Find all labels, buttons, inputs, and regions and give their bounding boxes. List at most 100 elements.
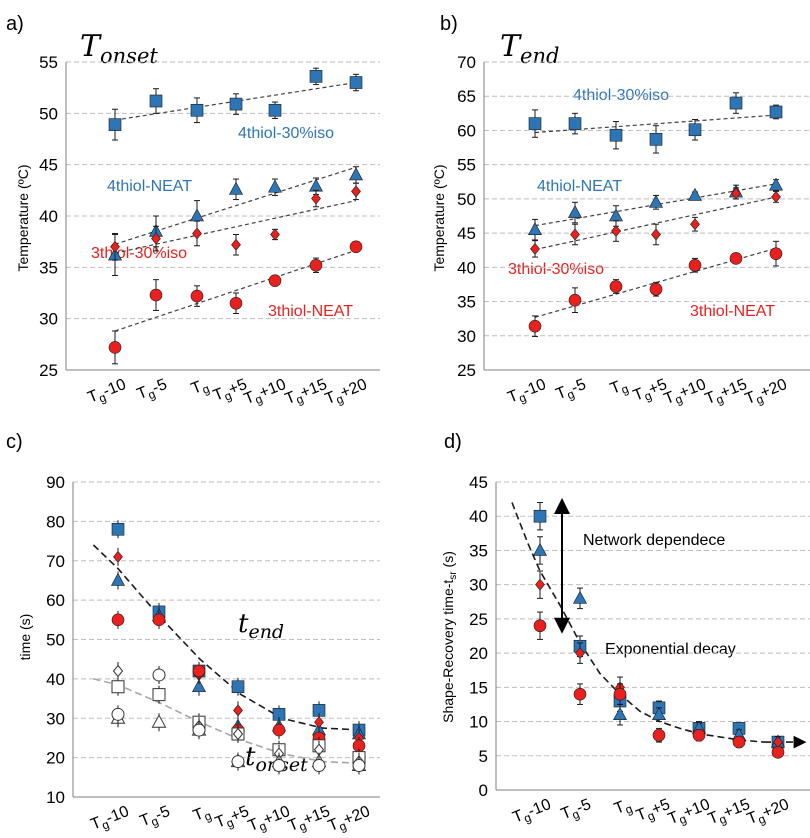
data-point-diamond <box>113 550 123 563</box>
data-point-triangle <box>348 167 364 181</box>
data-point-open-circle <box>192 723 206 737</box>
data-point-circle <box>533 619 547 633</box>
panel-d-annotation-decay: Exponential decay <box>605 641 736 658</box>
data-point-diamond <box>570 228 580 241</box>
y-tick-label: 60 <box>46 591 65 610</box>
x-tick-label: Tg+20 <box>745 796 793 831</box>
data-point-diamond <box>651 228 661 241</box>
data-point-circle <box>229 296 243 310</box>
panel-label-c: c) <box>6 431 23 453</box>
data-point-open-diamond <box>232 727 244 741</box>
data-point-open-circle <box>312 759 326 772</box>
data-point-diamond <box>231 238 241 251</box>
x-tick-label-sub: g <box>717 812 728 827</box>
data-point-open-square <box>152 688 166 702</box>
y-tick-label: 55 <box>457 156 476 175</box>
data-point-circle <box>149 288 163 302</box>
data-point-circle <box>111 613 125 627</box>
data-point-open-circle <box>352 759 366 772</box>
data-point-triangle <box>532 542 548 556</box>
y-tick-label: 60 <box>457 121 476 140</box>
data-point-square <box>229 97 243 111</box>
data-point-circle <box>771 746 785 759</box>
y-tick-label: 90 <box>46 473 65 492</box>
x-tick-label: Tg-10 <box>505 376 549 409</box>
data-point-square <box>609 128 623 142</box>
x-tick-label-sub: g <box>334 392 345 407</box>
data-point-square <box>568 117 582 130</box>
x-tick-label-sub: g <box>222 388 233 403</box>
x-tick-label-sub: g <box>149 814 160 829</box>
x-tick-label-offset: +5 <box>649 796 672 819</box>
x-tick-label-sub: g <box>294 392 305 407</box>
panel-c-annotation-onset-main: t <box>245 742 256 772</box>
y-tick-label: 65 <box>457 87 476 106</box>
x-tick-label: Tg-10 <box>85 376 129 409</box>
data-point-square <box>769 105 783 119</box>
y-tick-label: 10 <box>469 713 488 732</box>
data-point-diamond <box>314 716 324 729</box>
y-tick-label: 5 <box>479 747 488 766</box>
data-point-open-circle <box>152 668 166 682</box>
panel-b-ylabel: Temperature (ºC) <box>431 164 447 271</box>
x-tick-label-sub: g <box>677 812 688 827</box>
data-point-circle <box>152 613 166 627</box>
y-tick-label: 15 <box>469 678 488 697</box>
data-point-circle <box>692 728 706 742</box>
data-point-circle <box>769 247 783 260</box>
data-point-diamond <box>311 192 321 205</box>
x-tick-label-sub: g <box>97 390 108 405</box>
data-point-triangle <box>191 679 207 693</box>
panel-c-ylabel: time (s) <box>17 614 33 661</box>
data-point-square <box>688 123 702 137</box>
data-point-square <box>108 118 122 131</box>
x-tick-label-sub: g <box>200 382 211 397</box>
data-point-open-diamond <box>112 664 124 678</box>
data-point-square <box>149 94 163 108</box>
x-tick-label-sub: g <box>756 812 767 827</box>
data-point-circle <box>268 274 282 287</box>
panel-d-ylabel-main: Shape-Recovery time-t <box>440 580 456 723</box>
x-tick-label: Tg <box>191 803 214 828</box>
panel-d-annotation-network: Network dependece <box>583 532 725 549</box>
data-point-open-circle <box>231 755 245 769</box>
x-tick-label-sub: g <box>517 390 528 405</box>
panel-a-ylabel: Temperature (ºC) <box>15 164 31 271</box>
data-point-circle <box>528 319 542 333</box>
data-point-triangle <box>189 208 205 222</box>
data-point-open-circle <box>272 759 286 772</box>
x-tick-label: Tg <box>608 376 631 401</box>
y-tick-label: 50 <box>39 104 58 123</box>
x-tick-label: Tg+20 <box>323 376 371 411</box>
data-point-circle <box>649 282 663 296</box>
y-tick-label: 30 <box>46 709 65 728</box>
data-point-open-circle <box>111 707 125 721</box>
panel-c-annotation-end: tend <box>238 609 284 643</box>
y-tick-label: 50 <box>457 190 476 209</box>
x-tick-label-offset: -10 <box>521 376 549 400</box>
x-tick-label: Tg-5 <box>554 376 590 406</box>
data-point-diamond <box>233 704 243 717</box>
data-point-circle <box>732 735 746 749</box>
data-point-diamond <box>530 242 540 255</box>
panel-label-d: d) <box>444 431 462 453</box>
trend-curve-end <box>92 544 365 731</box>
y-tick-label: 10 <box>46 788 65 807</box>
y-tick-label: 70 <box>46 552 65 571</box>
data-point-diamond <box>110 240 120 253</box>
data-point-square <box>309 70 323 83</box>
panel-d-ylabel-sub: sr <box>448 571 459 580</box>
panel-d-ylabel-unit: (s) <box>440 551 456 571</box>
x-tick-label: Tg-5 <box>559 796 595 826</box>
y-tick-label: 25 <box>457 361 476 380</box>
data-point-circle <box>688 258 702 272</box>
data-point-triangle <box>527 222 543 235</box>
x-tick-label-offset: -10 <box>526 796 554 820</box>
y-tick-label: 40 <box>39 207 58 226</box>
y-tick-label: 80 <box>46 512 65 531</box>
panel-a-title: Tonset <box>80 29 158 68</box>
x-tick-label-offset: +5 <box>228 803 251 826</box>
panel-a-title-sub: onset <box>100 44 158 68</box>
